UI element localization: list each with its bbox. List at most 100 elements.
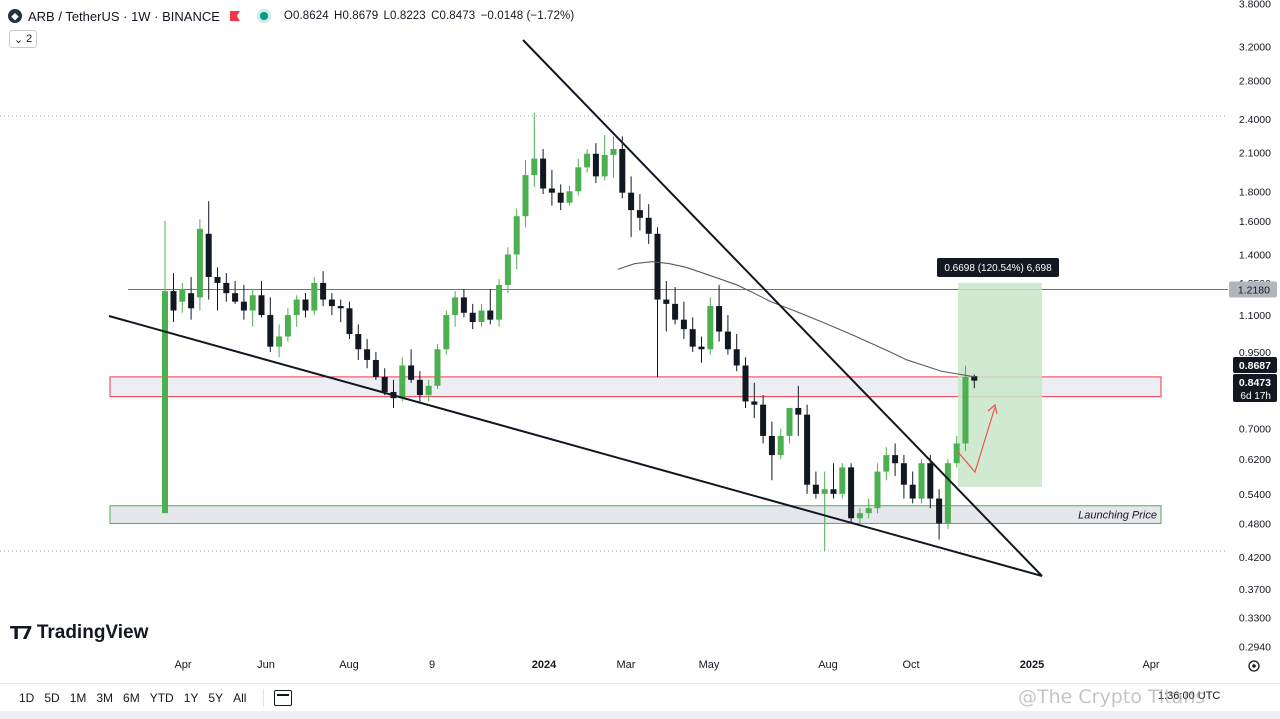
descending-trendline bbox=[522, 39, 1043, 577]
candle-body bbox=[628, 192, 635, 211]
y-tick-label: 0.6200 bbox=[1239, 454, 1271, 466]
market-status-icon bbox=[259, 12, 268, 20]
candle-body bbox=[196, 228, 203, 298]
candle-body bbox=[672, 303, 679, 320]
tradingview-mark-icon: 𝗧𝟳 bbox=[10, 622, 33, 643]
range-button-1d[interactable]: 1D bbox=[19, 691, 35, 705]
candle-body bbox=[258, 295, 265, 316]
ohlc-open: O0.8624 bbox=[283, 10, 329, 22]
lower-wedge-trendline bbox=[108, 315, 1043, 577]
calendar-icon[interactable] bbox=[274, 690, 293, 706]
candle-body bbox=[927, 463, 934, 499]
indicators-toggle-button[interactable]: ⌄ 2 bbox=[9, 30, 37, 48]
x-tick-label: Oct bbox=[902, 659, 919, 671]
x-tick-label: Aug bbox=[818, 659, 838, 671]
candle-body bbox=[645, 217, 652, 234]
candle-body bbox=[179, 289, 186, 302]
candle-body bbox=[848, 467, 855, 519]
y-tick-label: 2.4000 bbox=[1239, 114, 1271, 126]
range-button-all[interactable]: All bbox=[233, 691, 247, 705]
range-button-5y[interactable]: 5Y bbox=[208, 691, 224, 705]
candle-body bbox=[381, 376, 388, 392]
y-tick-label: 3.2000 bbox=[1239, 42, 1271, 54]
candle-body bbox=[883, 455, 890, 472]
range-button-1y[interactable]: 1Y bbox=[183, 691, 199, 705]
candle-body bbox=[276, 336, 283, 347]
candle-body bbox=[302, 299, 309, 311]
candle-body bbox=[786, 407, 793, 436]
price-axis[interactable]: 3.8000 3.2000 2.8000 2.4000 2.1000 1.8000 1.60… bbox=[1239, 0, 1271, 654]
ohlc-high: H0.8679 bbox=[334, 10, 379, 22]
candle-body bbox=[548, 188, 555, 193]
candle-body bbox=[742, 365, 749, 402]
listing-candle bbox=[162, 291, 168, 514]
candle-body bbox=[856, 513, 863, 519]
resistance-zone bbox=[109, 376, 1162, 398]
range-button-3m[interactable]: 3M bbox=[96, 691, 114, 705]
x-tick-label: 2025 bbox=[1020, 659, 1044, 671]
tradingview-logo[interactable]: 𝗧𝟳 TradingView bbox=[10, 622, 148, 644]
candle-body bbox=[918, 463, 925, 499]
trendlines[interactable] bbox=[108, 39, 1043, 577]
last-price-tag: 0.8473 bbox=[1239, 377, 1271, 389]
candle-body bbox=[962, 376, 969, 444]
zones: Launching Price 0.6698 (120.54%) 6,698 bbox=[109, 258, 1228, 524]
bottom-strip bbox=[0, 711, 1280, 719]
candlesticks bbox=[162, 112, 978, 552]
price-tags: 1.2180 0.8687 0.8473 6d 17h bbox=[1229, 281, 1277, 402]
high-tag-bg bbox=[1233, 357, 1277, 373]
y-tick-label: 0.3700 bbox=[1239, 584, 1271, 596]
candle-body bbox=[284, 315, 291, 337]
ohlc-change: −0.0148 (−1.72%) bbox=[480, 10, 575, 22]
candle-body bbox=[487, 310, 494, 320]
high-tag: 0.8687 bbox=[1239, 360, 1271, 372]
y-tick-label: 2.8000 bbox=[1239, 75, 1271, 87]
candle-body bbox=[416, 379, 423, 396]
arb-coin-icon: ◆ bbox=[8, 9, 22, 23]
last-price-tag-bg bbox=[1233, 374, 1277, 402]
candle-body bbox=[601, 154, 608, 177]
y-tick-label: 3.8000 bbox=[1239, 0, 1271, 11]
candle-body bbox=[716, 306, 723, 332]
candle-body bbox=[249, 295, 256, 311]
support-zone bbox=[109, 505, 1162, 524]
y-tick-label: 0.5400 bbox=[1239, 489, 1271, 501]
x-tick-label: Mar bbox=[617, 659, 636, 671]
countdown-tag: 6d 17h bbox=[1240, 391, 1271, 402]
time-axis[interactable]: Apr Jun Aug 9 2024 Mar May Aug Oct 2025 Apr bbox=[174, 659, 1159, 671]
candle-body bbox=[469, 312, 476, 322]
candle-body bbox=[698, 346, 705, 350]
candle-body bbox=[531, 158, 538, 176]
range-button-5d[interactable]: 5D bbox=[44, 691, 60, 705]
candle-body bbox=[689, 329, 696, 347]
candle-body bbox=[795, 407, 802, 415]
range-button-ytd[interactable]: YTD bbox=[149, 691, 174, 705]
candle-body bbox=[540, 158, 547, 189]
candle-body bbox=[751, 401, 758, 405]
symbol-title[interactable]: ARB / TetherUS · 1W · BINANCE bbox=[28, 8, 220, 24]
candle-body bbox=[320, 282, 327, 300]
candle-body bbox=[522, 175, 529, 217]
candle-body bbox=[865, 508, 872, 514]
flag-icon[interactable] bbox=[229, 11, 240, 21]
y-tick-label: 1.1000 bbox=[1239, 310, 1271, 322]
candle-body bbox=[733, 349, 740, 366]
candle-body bbox=[443, 315, 450, 350]
target-label-bg bbox=[937, 258, 1059, 277]
range-button-6m[interactable]: 6M bbox=[123, 691, 140, 705]
x-tick-label: Jun bbox=[257, 659, 275, 671]
x-tick-label: 9 bbox=[429, 659, 435, 671]
candle-body bbox=[953, 443, 960, 464]
y-tick-label: 1.4000 bbox=[1239, 249, 1271, 261]
candle-body bbox=[460, 297, 467, 313]
candle-body bbox=[874, 471, 881, 509]
candle-body bbox=[724, 331, 731, 350]
candle-body bbox=[337, 306, 344, 309]
candle-body bbox=[372, 359, 379, 377]
y-tick-label: 0.3300 bbox=[1239, 613, 1271, 625]
candle-body bbox=[892, 455, 899, 464]
settings-gear-icon[interactable] bbox=[1248, 660, 1260, 672]
y-tick-label: 1.8000 bbox=[1239, 186, 1271, 198]
range-button-1m[interactable]: 1M bbox=[69, 691, 87, 705]
